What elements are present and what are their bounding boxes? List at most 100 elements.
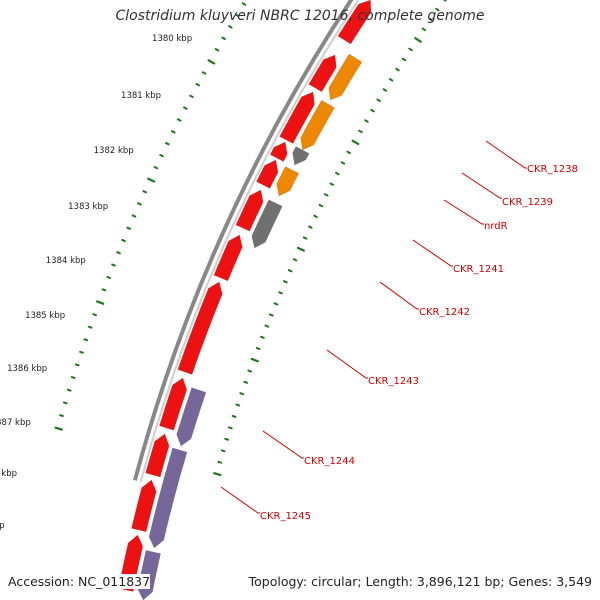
minor-tick <box>66 388 72 392</box>
minor-tick <box>370 108 375 113</box>
minor-tick <box>235 403 241 407</box>
major-tick <box>414 37 422 43</box>
tick-label: 1385 kbp <box>25 311 65 321</box>
minor-tick <box>395 67 400 72</box>
tick-label: 1381 kbp <box>121 91 161 101</box>
minor-tick <box>408 47 413 52</box>
outer-tick-dots <box>54 2 247 431</box>
forward-gene <box>159 377 188 431</box>
minor-tick <box>329 182 335 186</box>
reverse-gene-ckr1238 <box>328 53 363 101</box>
minor-tick <box>421 27 426 32</box>
minor-tick <box>62 401 68 405</box>
minor-tick <box>264 324 270 328</box>
reverse-gene-ckr1239 <box>300 99 335 151</box>
minor-tick <box>234 13 240 18</box>
gene-label-connector <box>326 349 368 379</box>
gene-label: CKR_1245 <box>260 511 311 522</box>
gene-label-connector <box>485 140 527 169</box>
gene-label: nrdR <box>484 221 508 232</box>
gene-labels: CKR_1238 CKR_1239 nrdR CKR_1241 CKR_1242 CKR_… <box>220 140 578 522</box>
tick-label: 1384 kbp <box>46 256 86 266</box>
minor-tick <box>165 142 170 146</box>
minor-tick <box>287 269 293 273</box>
gene-label-connector <box>443 199 484 225</box>
minor-tick <box>131 214 137 218</box>
gene-label-group: CKR_1241 <box>412 239 504 275</box>
tick-labels: 1380 kbp 1381 kbp 1382 kbp 1383 kbp 1384 kbp… <box>0 34 192 531</box>
backbone-shadow <box>139 0 360 483</box>
major-tick <box>95 300 105 305</box>
minor-tick <box>282 280 288 284</box>
major-tick <box>207 59 216 65</box>
minor-tick <box>268 313 274 317</box>
minor-tick <box>358 129 363 134</box>
minor-tick <box>116 251 121 255</box>
gene-label: CKR_1239 <box>502 197 553 208</box>
reverse-gene-nrdr <box>276 166 300 197</box>
forward-gene <box>337 0 372 45</box>
minor-tick <box>401 57 407 62</box>
minor-tick <box>195 82 200 87</box>
map-title-text: Clostridium kluyveri NBRC 12016, complet… <box>115 8 485 24</box>
gene-label-group: nrdR <box>443 199 508 232</box>
minor-tick <box>307 225 313 229</box>
major-tick <box>213 472 222 477</box>
minor-tick <box>376 98 381 103</box>
minor-tick <box>227 426 233 430</box>
genome-backbone <box>132 0 360 483</box>
inner-tick-dots <box>213 0 447 477</box>
minor-tick <box>87 325 93 329</box>
major-tick <box>351 139 360 146</box>
minor-tick <box>340 161 346 165</box>
tick-label: 1389 kbp <box>0 521 5 531</box>
minor-tick <box>142 190 148 194</box>
tick-label: 1387 kbp <box>0 418 31 428</box>
minor-tick <box>183 106 188 110</box>
forward-gene <box>256 159 279 189</box>
reverse-gene-ckr1244 <box>176 387 207 447</box>
gene-label-connector <box>412 239 453 267</box>
tick-label: 1383 kbp <box>68 202 108 212</box>
tick-label: 1388 kbp <box>0 469 17 479</box>
major-tick <box>147 177 156 183</box>
minor-tick <box>189 94 194 99</box>
minor-tick <box>220 449 226 453</box>
gene-label-connector <box>262 430 304 459</box>
gene-label: CKR_1238 <box>527 164 578 175</box>
minor-tick <box>302 236 308 240</box>
major-tick <box>296 246 305 252</box>
minor-tick <box>217 460 223 464</box>
minor-tick <box>313 214 318 218</box>
forward-gene <box>279 91 315 144</box>
minor-tick <box>428 17 433 22</box>
minor-tick <box>221 36 226 41</box>
forward-gene <box>235 189 264 232</box>
minor-tick <box>101 288 107 292</box>
gene-label-group: CKR_1238 <box>485 140 578 175</box>
minor-tick <box>83 338 89 342</box>
gene-features <box>118 0 372 600</box>
gene-label: CKR_1242 <box>419 307 470 318</box>
forward-gene <box>145 433 170 478</box>
minor-tick <box>278 291 283 295</box>
reverse-gene-nrdr-gray <box>292 146 310 166</box>
minor-tick <box>59 414 64 418</box>
tick-label: 1380 kbp <box>152 34 192 44</box>
gene-label: CKR_1243 <box>368 376 419 387</box>
gene-label-connector <box>379 281 419 310</box>
tick-label: 1386 kbp <box>7 364 47 374</box>
forward-gene <box>131 479 157 533</box>
gene-label-group: CKR_1245 <box>220 486 311 522</box>
minor-tick <box>323 193 329 197</box>
major-tick <box>54 426 63 431</box>
minor-tick <box>136 202 142 206</box>
minor-tick <box>201 71 207 75</box>
gene-label-connector <box>220 486 260 514</box>
minor-tick <box>435 7 440 12</box>
topology-summary: Topology: circular; Length: 3,896,121 bp… <box>248 574 592 589</box>
minor-tick <box>79 350 84 354</box>
accession-text: Accession: NC_011837 <box>8 574 151 589</box>
minor-tick <box>126 226 132 230</box>
